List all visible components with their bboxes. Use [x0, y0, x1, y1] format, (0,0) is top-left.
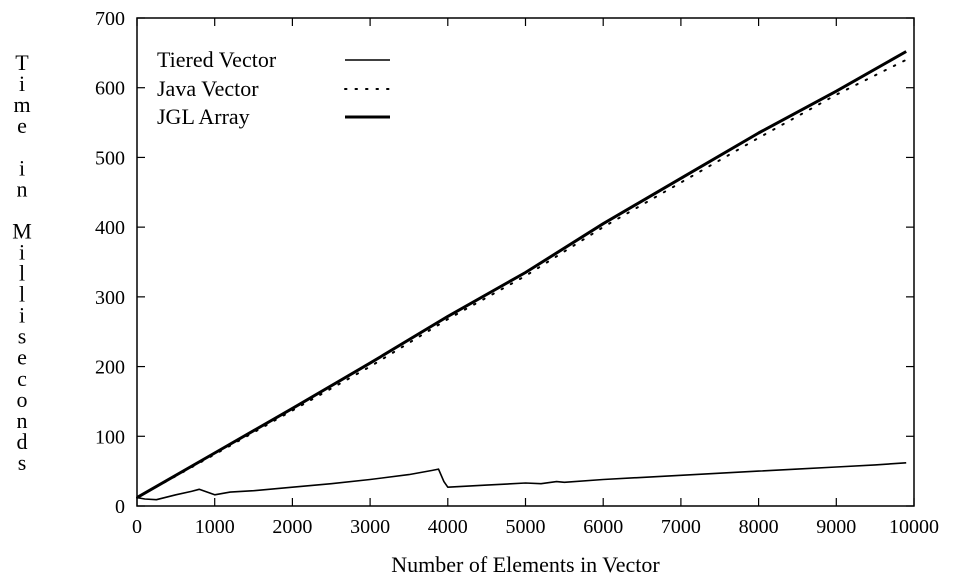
y-axis-title-letter: o: [17, 387, 28, 412]
y-axis-title-letter: e: [17, 113, 27, 138]
series-line-tiered-vector: [136, 462, 907, 501]
y-axis-title-letter: i: [19, 155, 25, 180]
y-axis-title-letter: m: [13, 92, 30, 117]
x-tick-label: 3000: [350, 516, 390, 538]
y-axis-title-letter: i: [19, 71, 25, 96]
x-tick-label: 8000: [739, 516, 779, 538]
tick-labels: 0 1000 2000 3000 4000 5000 6000 7000 8000 9000 100…: [95, 8, 939, 538]
y-tick-label: 700: [95, 8, 125, 30]
x-tick-label: 1000: [195, 516, 235, 538]
x-tick-label: 6000: [583, 516, 623, 538]
x-tick-label: 0: [132, 516, 142, 538]
y-axis-title-letter: l: [19, 261, 25, 286]
y-tick-label: 200: [95, 357, 125, 379]
y-tick-label: 600: [95, 78, 125, 100]
axis-ticks: [136, 17, 915, 507]
legend: Tiered Vector Java Vector JGL Array: [157, 47, 391, 129]
x-tick-label: 2000: [272, 516, 312, 538]
y-tick-label: 500: [95, 147, 125, 169]
y-axis-title-letter: e: [17, 345, 27, 370]
series-lines: [136, 50, 908, 501]
legend-entry-label: Java Vector: [157, 76, 259, 101]
y-axis-title-letter: M: [12, 218, 32, 243]
x-tick-label: 9000: [816, 516, 856, 538]
y-axis-title-letter: d: [17, 429, 28, 454]
y-axis-title-letter: i: [19, 239, 25, 264]
y-axis-title-letter: n: [17, 408, 28, 433]
y-axis-title-letter: T: [15, 50, 29, 75]
x-tick-label: 10000: [889, 516, 939, 538]
series-line-java-vector: [136, 58, 908, 499]
y-axis-title-letter: c: [17, 366, 27, 391]
y-axis-title-letter: i: [19, 303, 25, 328]
y-axis-title-letter: s: [18, 324, 27, 349]
x-tick-label: 7000: [661, 516, 701, 538]
x-tick-label: 4000: [428, 516, 468, 538]
y-axis-title-letter: n: [17, 176, 28, 201]
legend-entry-label: Tiered Vector: [157, 47, 277, 72]
legend-entry-label: JGL Array: [157, 104, 250, 129]
x-axis-title: Number of Elements in Vector: [391, 552, 660, 577]
y-tick-label: 300: [95, 287, 125, 309]
y-axis-title-letter: l: [19, 282, 25, 307]
x-tick-label: 5000: [506, 516, 546, 538]
y-tick-label: 400: [95, 217, 125, 239]
series-line-jgl-array: [136, 50, 907, 499]
y-tick-label: 0: [115, 496, 125, 518]
y-axis-title-letter: s: [18, 450, 27, 475]
y-tick-label: 100: [95, 426, 125, 448]
